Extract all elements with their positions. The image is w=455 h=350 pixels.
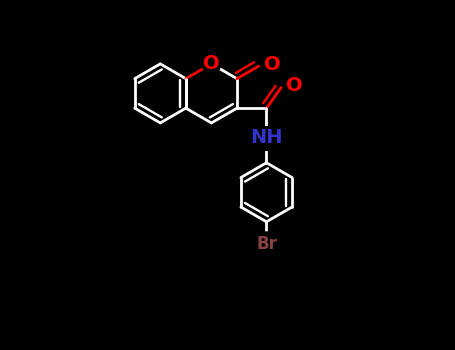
Text: Br: Br	[256, 235, 277, 253]
Text: NH: NH	[250, 128, 283, 147]
Text: O: O	[264, 55, 281, 74]
Text: O: O	[203, 54, 220, 74]
Text: O: O	[287, 76, 303, 95]
